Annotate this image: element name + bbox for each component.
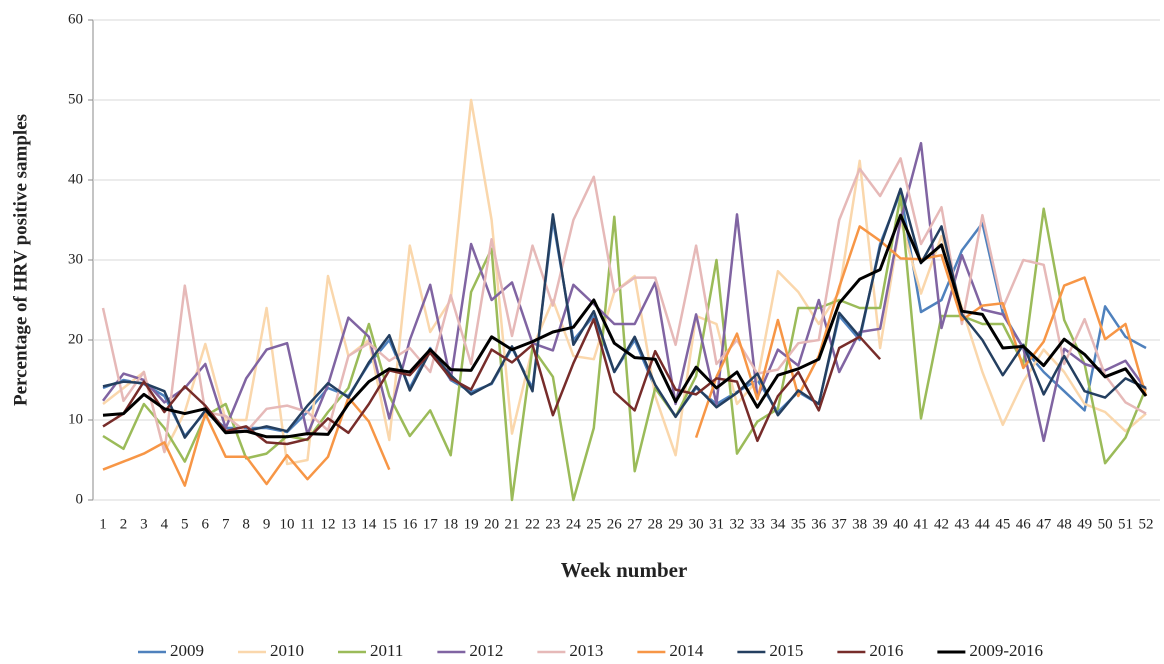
x-tick-label: 33: [750, 516, 765, 532]
y-tick-label: 30: [68, 251, 83, 267]
x-tick-label: 24: [566, 516, 582, 532]
x-tick-label: 31: [709, 516, 724, 532]
x-tick-label: 4: [161, 516, 169, 532]
x-tick-label: 40: [893, 516, 908, 532]
x-tick-label: 52: [1139, 516, 1154, 532]
y-tick-label: 50: [68, 91, 83, 107]
series-line: [101, 157, 1147, 454]
x-tick-label: 50: [1098, 516, 1113, 532]
series-line: [102, 190, 1147, 438]
y-tick-label: 40: [68, 171, 83, 187]
x-tick-label: 37: [832, 516, 848, 532]
y-tick-label: 0: [76, 491, 84, 507]
x-tick-label: 36: [811, 516, 827, 532]
x-tick-label: 23: [545, 516, 560, 532]
x-tick-label: 43: [954, 516, 969, 532]
x-tick-label: 42: [934, 516, 949, 532]
x-tick-label: 35: [791, 516, 806, 532]
series-line: [102, 213, 1148, 439]
series-line: [102, 187, 1147, 439]
x-tick-label: 13: [341, 516, 356, 532]
y-tick-label: 20: [68, 331, 83, 347]
x-tick-label: 3: [140, 516, 148, 532]
legend-label: 2010: [270, 641, 304, 660]
legend-label: 2015: [769, 641, 803, 660]
x-tick-label: 7: [222, 516, 230, 532]
x-tick-label: 29: [668, 516, 683, 532]
x-tick-label: 26: [607, 516, 623, 532]
x-tick-label: 1: [99, 516, 107, 532]
x-tick-label: 48: [1057, 516, 1072, 532]
y-tick-label: 10: [68, 411, 83, 427]
x-tick-label: 27: [627, 516, 643, 532]
y-axis-title: Percentage of HRV positive samples: [10, 114, 31, 406]
x-tick-label: 25: [586, 516, 601, 532]
x-tick-label: 47: [1036, 516, 1052, 532]
x-tick-label: 18: [443, 516, 458, 532]
y-tick-label: 60: [68, 11, 83, 27]
x-tick-label: 38: [852, 516, 867, 532]
series-line: [102, 141, 1148, 443]
x-axis-title: Week number: [561, 558, 688, 582]
series-line: [102, 317, 882, 446]
x-tick-label: 32: [729, 516, 744, 532]
x-tick-label: 22: [525, 516, 540, 532]
x-tick-label: 10: [280, 516, 295, 532]
x-tick-label: 51: [1118, 516, 1133, 532]
legend-label: 2013: [569, 641, 603, 660]
series-line: [102, 194, 1148, 502]
x-tick-label: 16: [402, 516, 418, 532]
legend-label: 2009: [170, 641, 204, 660]
x-tick-label: 34: [770, 516, 786, 532]
x-tick-label: 6: [202, 516, 210, 532]
x-tick-label: 21: [505, 516, 520, 532]
x-tick-label: 11: [300, 516, 314, 532]
x-tick-label: 41: [914, 516, 929, 532]
x-tick-label: 5: [181, 516, 189, 532]
legend-label: 2016: [869, 641, 903, 660]
x-tick-label: 44: [975, 516, 991, 532]
legend-label: 2014: [669, 641, 704, 660]
x-tick-label: 45: [995, 516, 1010, 532]
x-tick-label: 46: [1016, 516, 1032, 532]
x-tick-label: 20: [484, 516, 499, 532]
series-line: [102, 98, 1147, 466]
x-tick-label: 30: [689, 516, 704, 532]
x-tick-label: 15: [382, 516, 397, 532]
legend-label: 2012: [469, 641, 503, 660]
x-tick-label: 8: [242, 516, 250, 532]
x-tick-label: 14: [361, 516, 377, 532]
x-tick-label: 2: [120, 516, 128, 532]
x-tick-label: 17: [423, 516, 439, 532]
x-tick-label: 28: [648, 516, 663, 532]
x-tick-label: 49: [1077, 516, 1092, 532]
x-tick-label: 39: [873, 516, 888, 532]
legend-label: 2011: [370, 641, 403, 660]
x-tick-label: 19: [464, 516, 479, 532]
legend-label: 2009-2016: [969, 641, 1043, 660]
x-tick-label: 9: [263, 516, 271, 532]
x-tick-label: 12: [320, 516, 335, 532]
